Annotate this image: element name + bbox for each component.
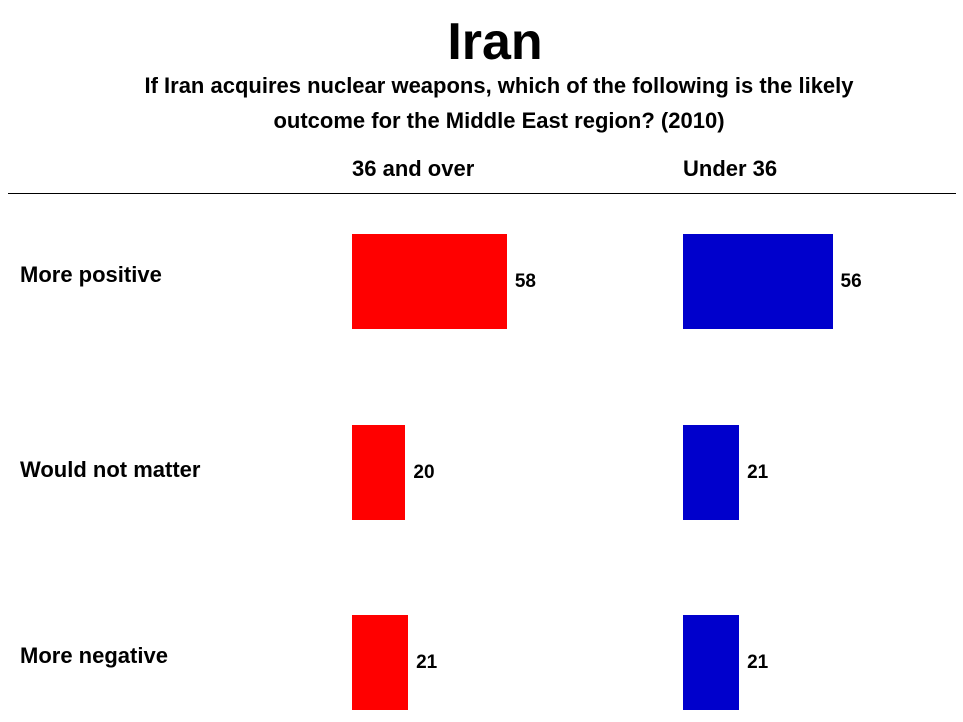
chart-title: Iran	[447, 13, 543, 71]
legend-label: 36 and over	[352, 156, 475, 181]
bar	[683, 615, 740, 710]
category-label: More positive	[20, 261, 162, 287]
data-label: 21	[747, 651, 769, 673]
bar	[683, 425, 740, 520]
divider	[8, 193, 956, 194]
data-label: 58	[514, 270, 536, 292]
legend-label: Under 36	[683, 156, 778, 181]
category-label: Would not matter	[20, 456, 201, 482]
category-label: More negative	[20, 642, 168, 668]
bar	[683, 234, 833, 329]
bar	[352, 615, 409, 710]
chart-subtitle: outcome for the Middle East region? (201…	[273, 108, 725, 133]
bar	[352, 234, 507, 329]
data-label: 56	[840, 270, 862, 292]
bar	[352, 425, 406, 520]
data-label: 20	[413, 461, 435, 483]
data-label: 21	[416, 651, 438, 673]
data-label: 21	[747, 461, 769, 483]
chart-subtitle: If Iran acquires nuclear weapons, which …	[144, 73, 854, 98]
